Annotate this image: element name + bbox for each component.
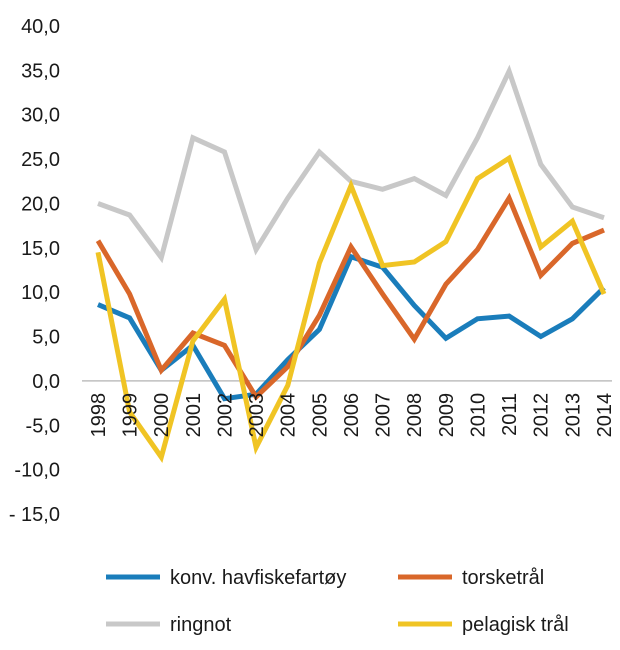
x-tick-label: 1999 (120, 393, 142, 438)
legend-label: konv. havfiskefartøy (170, 567, 346, 589)
x-tick-label: 2004 (278, 393, 300, 438)
y-tick-label: 10,0 (21, 282, 60, 304)
x-tick-label: 2013 (562, 393, 584, 438)
series-line-konv-havfiskefart-y (97, 253, 606, 402)
x-tick-label: 2010 (468, 393, 490, 438)
series-line-torsketr-l (95, 192, 605, 401)
x-tick-label: 2006 (341, 393, 363, 438)
legend-label: ringnot (170, 614, 232, 636)
x-axis-tick-labels: 1998 1999 2000 2001 2002 2003 2004 2005 2006 2007… (88, 393, 616, 438)
y-tick-label: -5,0 (26, 415, 60, 437)
x-tick-label: 2000 (151, 393, 173, 438)
y-tick-label: 15,0 (21, 238, 60, 260)
legend-label: torsketrål (462, 567, 544, 589)
x-tick-label: 2005 (309, 393, 331, 438)
x-tick-label: 2012 (531, 393, 553, 438)
y-tick-label: 0,0 (32, 371, 60, 393)
y-axis-tick-labels: 40,0 35,0 30,0 25,0 20,0 15,0 10,0 5,0 0,0 -5,0 -1… (9, 16, 60, 526)
y-tick-label: 20,0 (21, 193, 60, 215)
x-tick-label: 2008 (404, 393, 426, 438)
x-tick-label: 2007 (373, 393, 395, 438)
y-tick-label: 5,0 (32, 327, 60, 349)
x-tick-label: 1998 (88, 393, 110, 438)
series-line-ringnot (97, 64, 605, 264)
y-tick-label: 30,0 (21, 105, 60, 127)
x-tick-label: 2003 (246, 393, 268, 438)
x-tick-label: 2009 (436, 393, 458, 438)
y-tick-label: 25,0 (21, 149, 60, 171)
x-tick-label: 2002 (215, 393, 237, 438)
y-tick-label: -10,0 (14, 460, 60, 482)
x-tick-label: 2014 (594, 393, 616, 438)
y-tick-label: 40,0 (21, 16, 60, 38)
series-lines (95, 64, 607, 463)
y-tick-label: - 15,0 (9, 504, 60, 526)
legend: konv. havfiskefartøy torsketrål ringnot pel… (106, 567, 569, 636)
x-tick-label: 2011 (499, 393, 521, 436)
x-tick-label: 2001 (183, 393, 205, 438)
series-line-pelagisk-tr-l (95, 154, 607, 463)
y-tick-label: 35,0 (21, 60, 60, 82)
legend-label: pelagisk trål (462, 614, 569, 636)
